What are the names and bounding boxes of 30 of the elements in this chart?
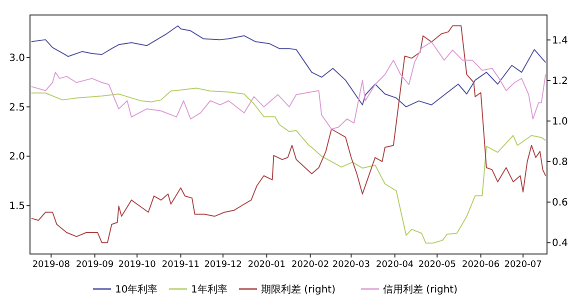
line-series [30, 88, 546, 244]
x-tick-label: 2019-10 [118, 260, 156, 270]
x-tick-label: 2020-05 [418, 260, 456, 270]
legend-label: 期限利差 (right) [261, 284, 336, 296]
y2-tick-label: 0.6 [552, 198, 568, 209]
x-tick-label: 2020-01 [248, 260, 286, 270]
line-series [30, 25, 546, 244]
y2-tick-label: 0.4 [552, 238, 568, 250]
x-tick-label: 2020-04 [376, 260, 414, 270]
legend-label: 1年利率 [191, 284, 228, 296]
y-tick-label: 2.5 [9, 102, 25, 114]
x-tick-label: 2019-11 [162, 260, 200, 270]
x-tick-label: 2019-12 [204, 260, 242, 270]
legend-label: 10年利率 [115, 284, 158, 296]
y-tick-label: 2.0 [9, 152, 25, 163]
legend-label: 信用利差 (right) [383, 284, 458, 296]
y2-tick-label: 1.4 [552, 35, 568, 46]
x-tick-label: 2020-02 [292, 260, 330, 270]
y2-tick-label: 1.2 [552, 76, 568, 87]
y-tick-label: 3.0 [9, 52, 25, 64]
x-tick-label: 2020-07 [504, 260, 542, 270]
line-series [30, 41, 546, 130]
y2-tick-label: 0.8 [552, 157, 568, 168]
x-tick-label: 2020-06 [462, 260, 500, 270]
y-tick-label: 1.5 [9, 201, 25, 212]
y2-tick-label: 1.0 [552, 116, 568, 128]
x-tick-label: 2020-03 [332, 260, 370, 270]
x-tick-label: 2019-09 [76, 260, 114, 270]
x-tick-label: 2019-08 [32, 260, 70, 270]
line-series [30, 25, 546, 108]
